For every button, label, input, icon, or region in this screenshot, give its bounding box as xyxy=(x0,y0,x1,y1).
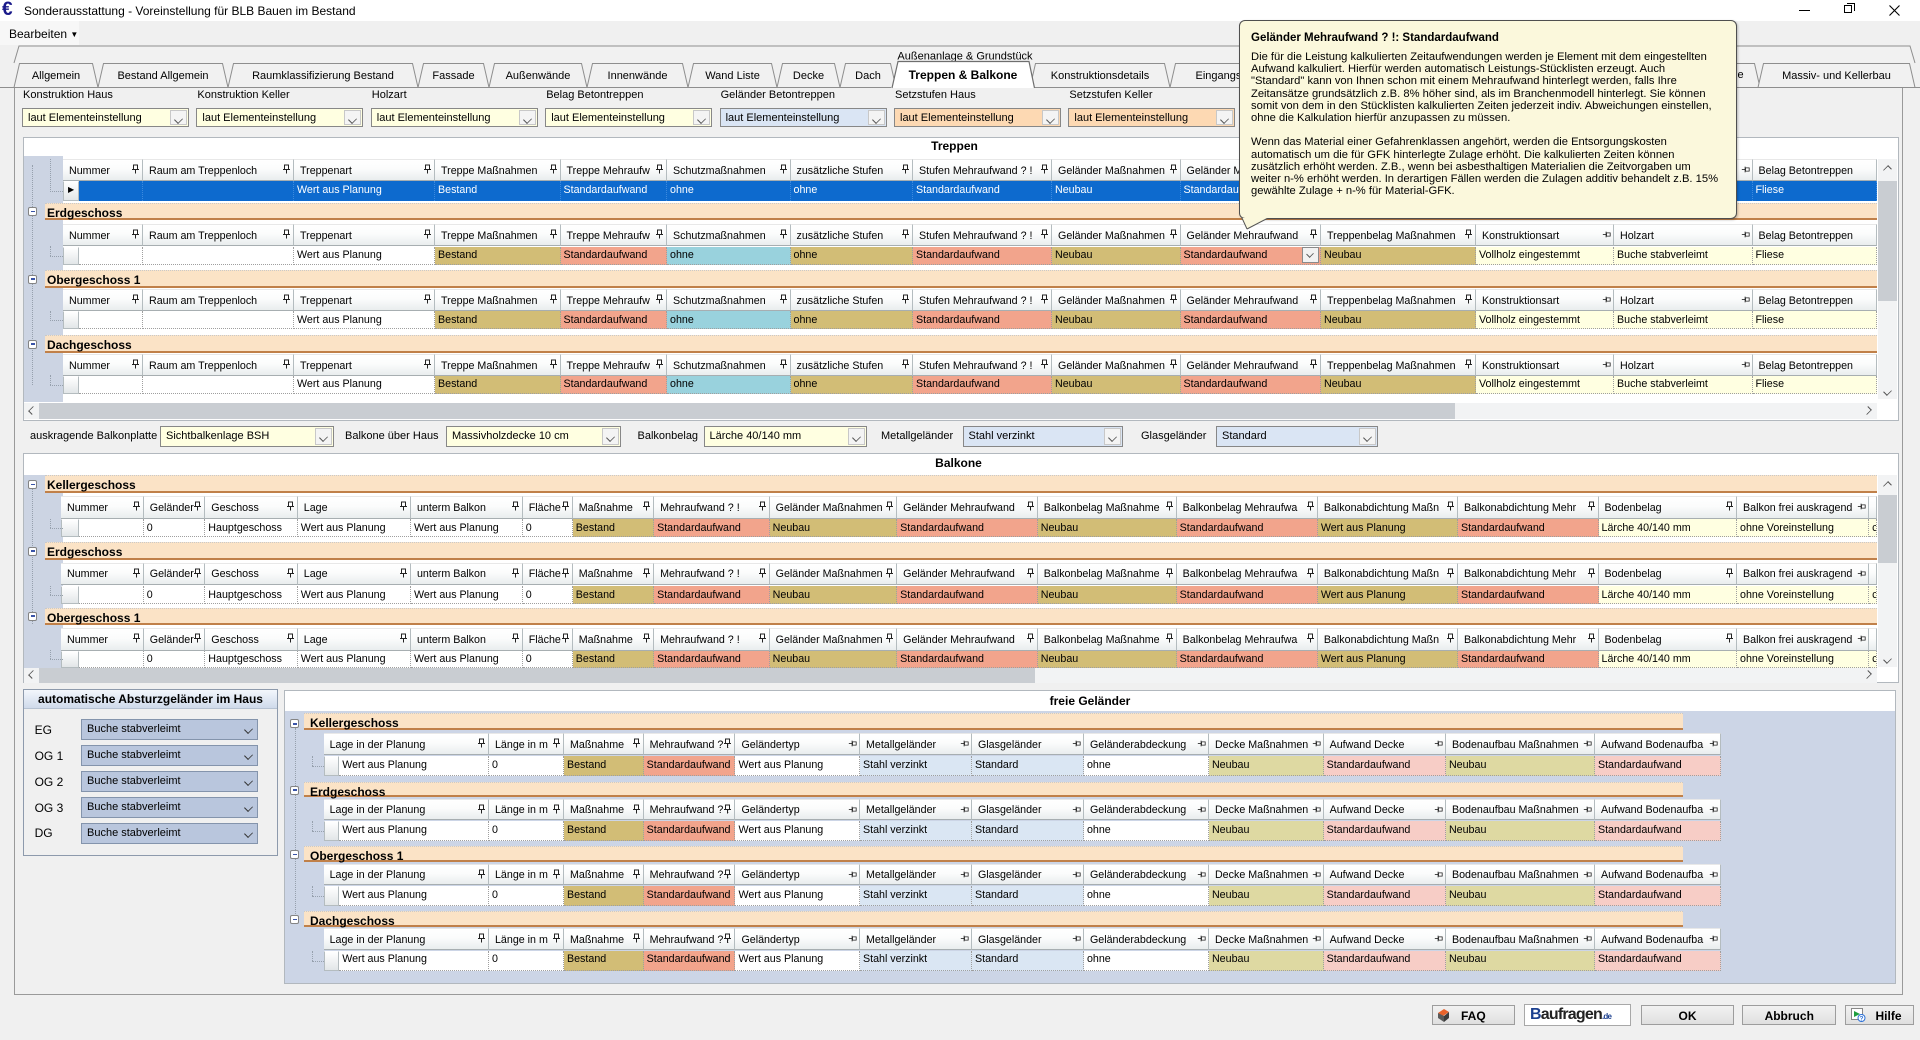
svg-text:?: ? xyxy=(1860,1016,1864,1022)
svg-text:Wand Liste: Wand Liste xyxy=(705,70,760,82)
svg-text:Außenwände: Außenwände xyxy=(506,70,571,82)
svg-text:Innenwände: Innenwände xyxy=(608,70,668,82)
svg-text:Allgemein: Allgemein xyxy=(32,70,80,82)
svg-text:Raumklassifizierung Bestand: Raumklassifizierung Bestand xyxy=(252,70,394,82)
svg-text:Außenanlage & Grundstück: Außenanlage & Grundstück xyxy=(897,51,1033,63)
svg-text:Konstruktionsdetails: Konstruktionsdetails xyxy=(1051,70,1150,82)
svg-text:Treppen & Balkone: Treppen & Balkone xyxy=(909,68,1018,82)
svg-text:Dach: Dach xyxy=(855,70,881,82)
svg-text:Decke: Decke xyxy=(793,70,824,82)
svg-text:Fassade: Fassade xyxy=(432,70,474,82)
svg-text:Massiv- und Kellerbau: Massiv- und Kellerbau xyxy=(1782,70,1891,82)
svg-text:Bestand Allgemein: Bestand Allgemein xyxy=(117,70,208,82)
